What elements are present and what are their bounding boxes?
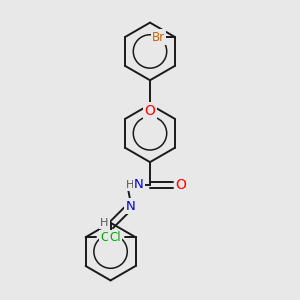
Text: O: O xyxy=(176,178,186,192)
Text: H: H xyxy=(100,218,109,228)
Text: N: N xyxy=(125,200,135,213)
Text: N: N xyxy=(134,178,144,191)
Text: Br: Br xyxy=(152,31,165,44)
Text: Cl: Cl xyxy=(109,231,121,244)
Text: O: O xyxy=(145,103,155,118)
Text: Cl: Cl xyxy=(100,231,112,244)
Text: H: H xyxy=(126,180,134,190)
